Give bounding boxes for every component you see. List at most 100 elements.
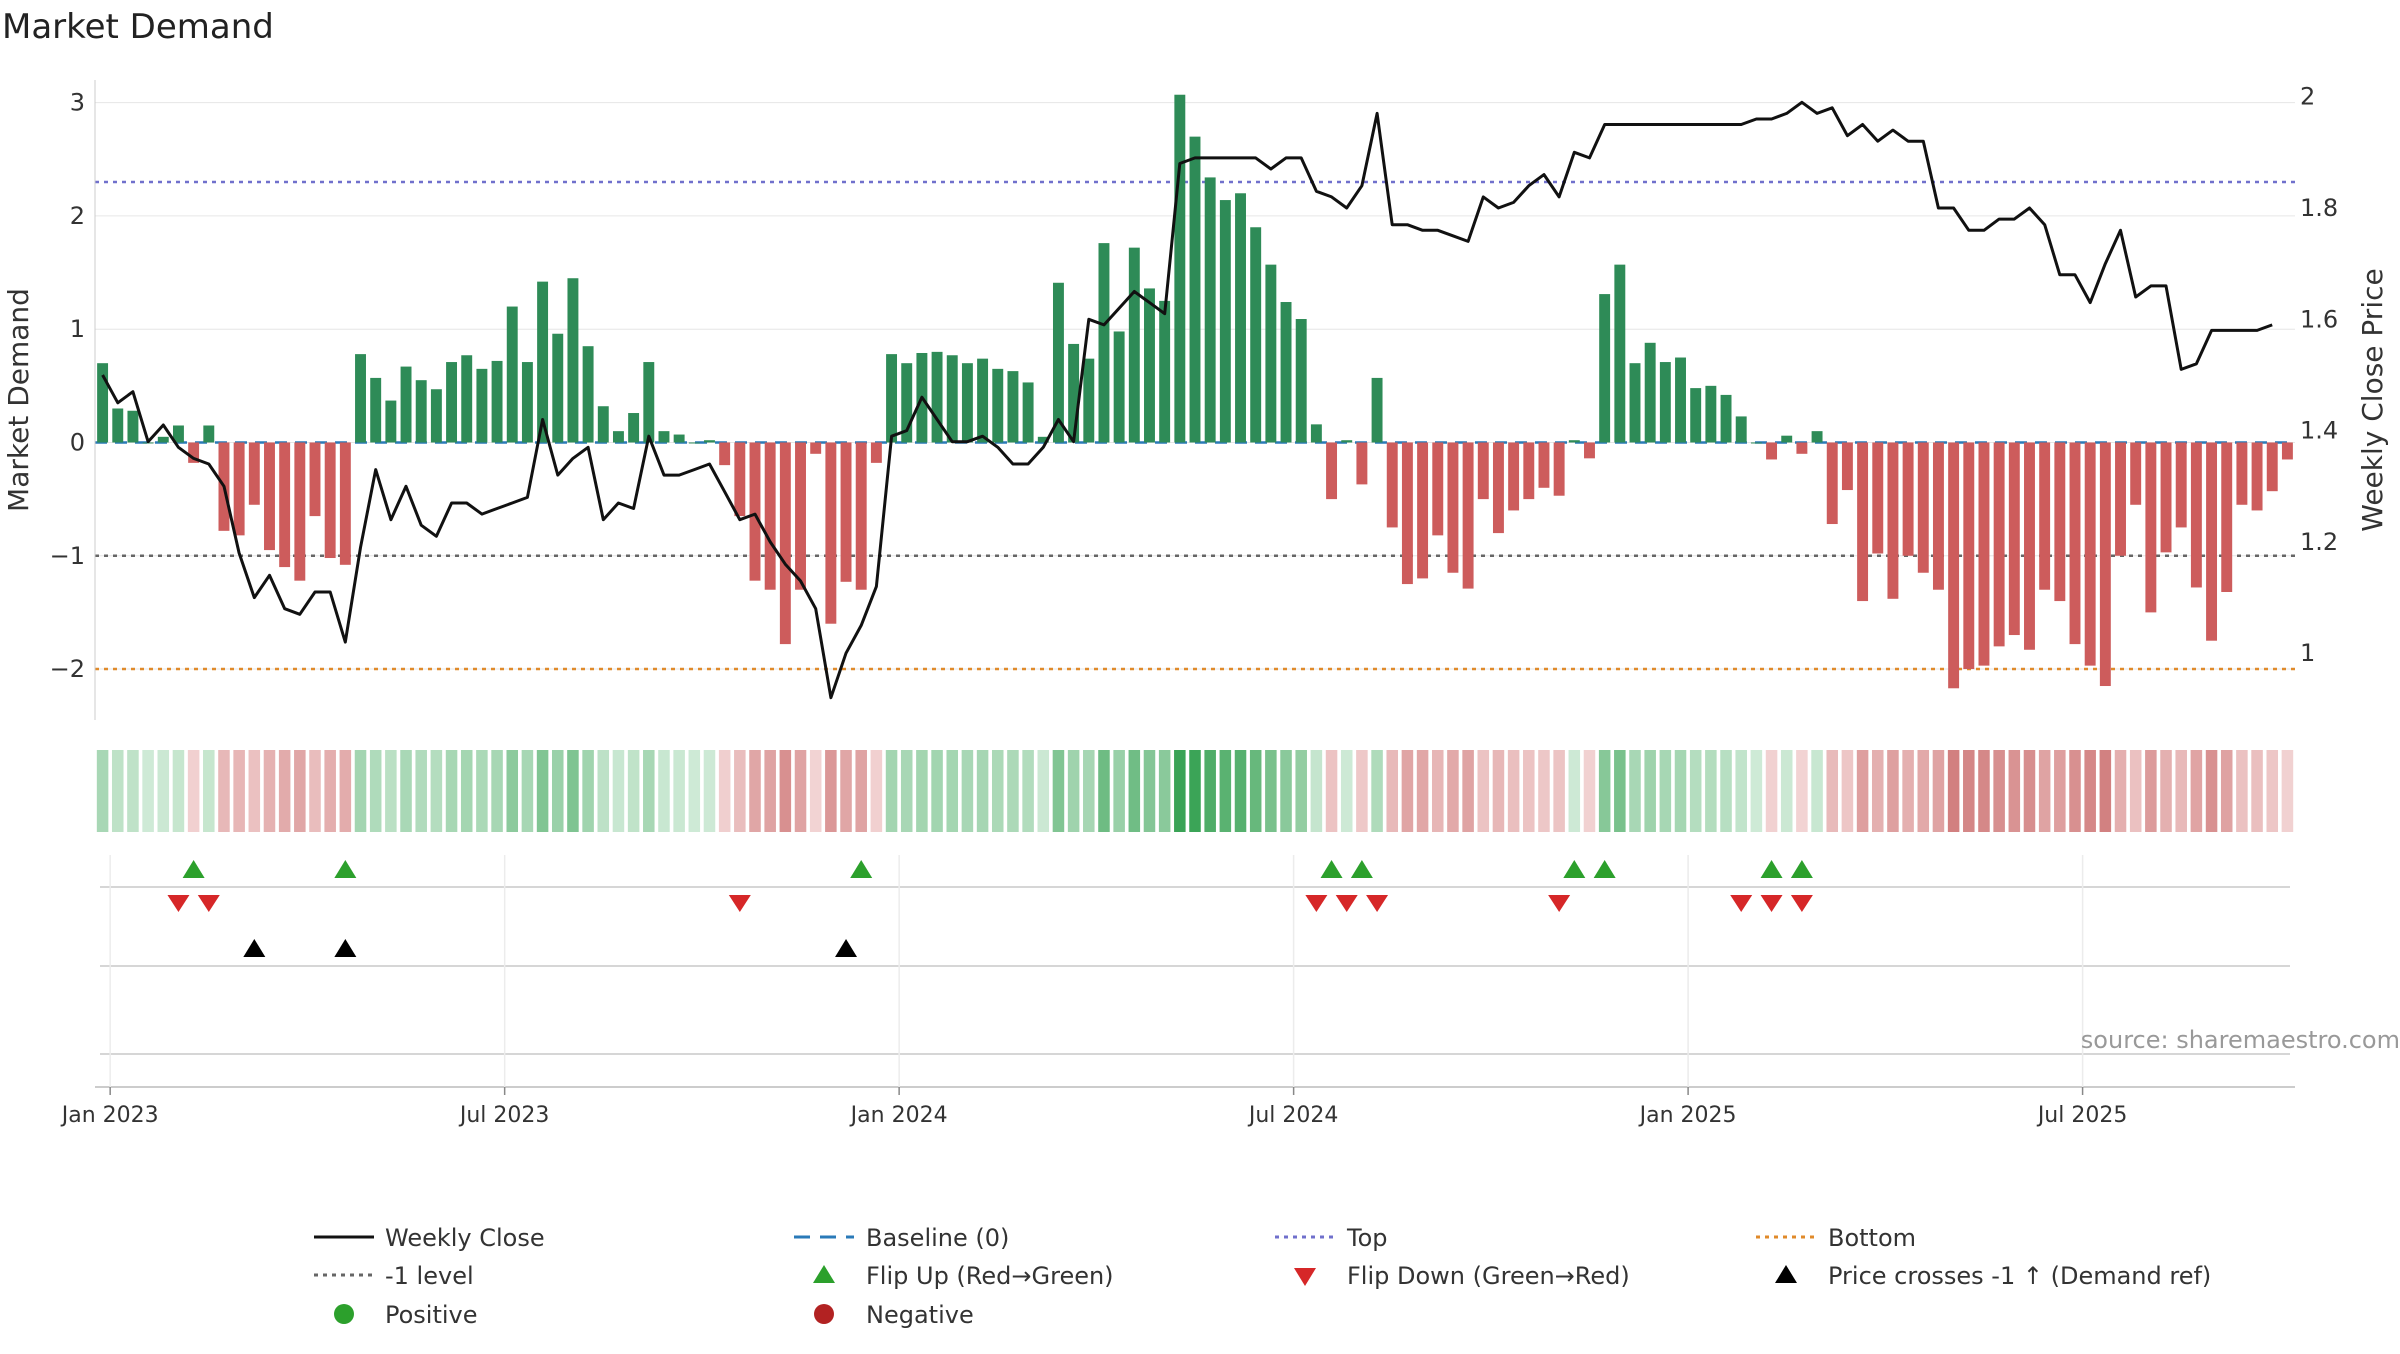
strip-cell bbox=[1158, 750, 1171, 832]
strip-cell bbox=[1750, 750, 1763, 832]
y-tick-label: −1 bbox=[50, 542, 85, 570]
strip-cell bbox=[2160, 750, 2172, 832]
strip-cell bbox=[1234, 750, 1247, 832]
demand-bar bbox=[2251, 442, 2263, 511]
legend-label-flip-up: Flip Up (Red→Green) bbox=[866, 1262, 1114, 1290]
demand-bar bbox=[1538, 442, 1550, 488]
strip-cell bbox=[1113, 750, 1125, 832]
strip-cell bbox=[506, 750, 519, 832]
y-axis-label: Market Demand bbox=[2, 288, 35, 512]
strip-cell bbox=[809, 750, 822, 832]
strip-cell bbox=[2023, 750, 2036, 832]
strip-cell bbox=[1083, 750, 1095, 832]
demand-bar bbox=[1250, 227, 1262, 443]
strip-cell bbox=[415, 750, 427, 832]
demand-bar bbox=[1326, 442, 1338, 500]
demand-bar bbox=[248, 442, 260, 505]
strip-cell bbox=[1052, 750, 1065, 832]
demand-bar bbox=[2084, 442, 2096, 666]
demand-bar bbox=[2054, 442, 2066, 602]
strip-cell bbox=[521, 750, 534, 832]
strip-cell bbox=[2099, 750, 2112, 832]
strip-cell bbox=[1887, 750, 1899, 832]
strip-cell bbox=[248, 750, 261, 832]
demand-bar bbox=[901, 363, 913, 443]
demand-bar bbox=[1068, 343, 1080, 443]
demand-bar bbox=[1705, 385, 1717, 443]
legend-label-flip-down: Flip Down (Green→Red) bbox=[1347, 1262, 1630, 1290]
demand-bar bbox=[2145, 442, 2157, 613]
x-tick-label: Jan 2023 bbox=[60, 1103, 159, 1128]
demand-bar bbox=[704, 440, 715, 443]
strip-cell bbox=[1022, 750, 1034, 832]
strip-cell bbox=[1462, 750, 1474, 832]
demand-heat-strip bbox=[96, 750, 2294, 832]
demand-bar bbox=[2099, 442, 2111, 687]
demand-bar bbox=[1083, 358, 1095, 443]
demand-bar bbox=[552, 333, 564, 443]
demand-bar bbox=[385, 400, 397, 443]
legend-item-top: Top bbox=[1275, 1224, 1388, 1252]
demand-bar bbox=[1963, 442, 1975, 670]
strip-cell bbox=[794, 750, 807, 832]
strip-cell bbox=[218, 750, 230, 832]
demand-bar bbox=[339, 442, 351, 565]
demand-bar bbox=[476, 368, 488, 443]
demand-bar bbox=[491, 360, 503, 443]
y-axis-right: 1 1.2 1.4 1.6 1.8 2 bbox=[2300, 83, 2338, 668]
x-tick-label: Jul 2025 bbox=[2036, 1103, 2128, 1128]
strip-cell bbox=[1431, 750, 1444, 832]
strip-cell bbox=[916, 750, 928, 832]
strip-cell bbox=[309, 750, 321, 832]
demand-bar bbox=[567, 278, 579, 443]
strip-cell bbox=[2084, 750, 2096, 832]
strip-cell bbox=[1811, 750, 1823, 832]
demand-bar bbox=[1508, 442, 1520, 511]
demand-bar bbox=[1037, 436, 1049, 443]
strip-cell bbox=[1826, 750, 1839, 832]
y2-tick-label: 1.8 bbox=[2300, 194, 2338, 222]
demand-bar bbox=[1978, 442, 1990, 666]
strip-cell bbox=[278, 750, 291, 832]
strip-cell bbox=[1356, 750, 1368, 832]
demand-bar bbox=[1401, 442, 1413, 585]
strip-cell bbox=[2205, 750, 2218, 832]
demand-bar bbox=[309, 442, 321, 517]
strip-cell bbox=[1280, 750, 1292, 832]
price-cross-marker bbox=[835, 939, 858, 957]
demand-bar bbox=[233, 442, 245, 536]
strip-cell bbox=[870, 750, 883, 832]
legend-item-minus-one: -1 level bbox=[314, 1262, 474, 1290]
demand-bar bbox=[1796, 442, 1808, 454]
demand-bar bbox=[1857, 442, 1869, 602]
demand-bar bbox=[1417, 442, 1429, 579]
legend: Weekly Close Baseline (0) Top Bottom -1 … bbox=[314, 1224, 2211, 1329]
demand-bar bbox=[612, 431, 624, 443]
demand-bar bbox=[1144, 288, 1155, 443]
demand-bar bbox=[719, 442, 731, 466]
strip-cell bbox=[476, 750, 488, 832]
strip-cell bbox=[1735, 750, 1747, 832]
flip-up-marker bbox=[1593, 860, 1616, 878]
strip-cell bbox=[1978, 750, 1990, 832]
strip-cell bbox=[324, 750, 336, 832]
demand-bar bbox=[1599, 294, 1611, 443]
demand-bar bbox=[537, 281, 549, 443]
demand-bar bbox=[2160, 442, 2172, 553]
strip-cell bbox=[931, 750, 943, 832]
demand-bar bbox=[461, 355, 473, 443]
strip-cell bbox=[1947, 750, 1960, 832]
demand-bar bbox=[1295, 319, 1307, 443]
demand-bar bbox=[2281, 442, 2293, 460]
flip-down-marker bbox=[1760, 895, 1783, 912]
demand-bar bbox=[355, 354, 366, 443]
strip-cell bbox=[2145, 750, 2157, 832]
demand-bar bbox=[1159, 300, 1171, 443]
legend-label-minus-one: -1 level bbox=[385, 1262, 474, 1290]
y2-tick-label: 1 bbox=[2300, 639, 2315, 667]
strip-cell bbox=[1674, 750, 1687, 832]
strip-cell bbox=[1902, 750, 1914, 832]
demand-bar bbox=[1781, 435, 1793, 443]
strip-cell bbox=[2069, 750, 2081, 832]
strip-cell bbox=[1098, 750, 1110, 832]
